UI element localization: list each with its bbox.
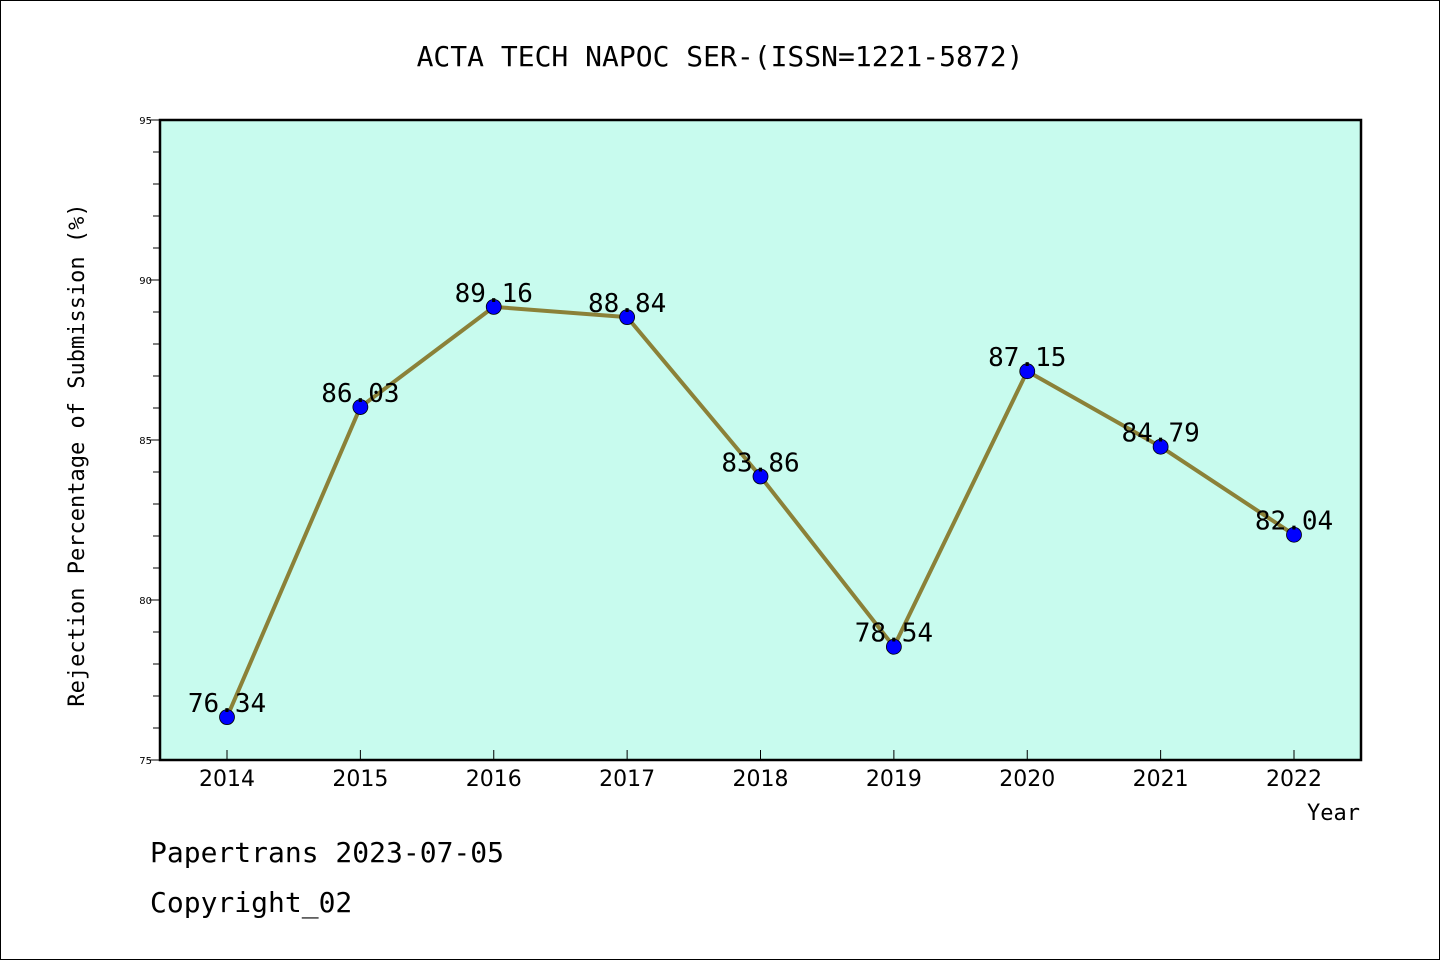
data-label: 86.03 (321, 379, 399, 409)
data-label: 88.84 (588, 289, 666, 319)
series-line-segment (1158, 444, 1296, 537)
data-label: 87.15 (988, 343, 1066, 373)
chart-title: ACTA TECH NAPOC SER-(ISSN=1221-5872) (417, 40, 1024, 73)
footer-copyright-line: Copyright_02 (150, 886, 353, 919)
x-tick-label: 2014 (199, 767, 255, 792)
data-label: 89.16 (455, 279, 533, 309)
data-point (1152, 438, 1169, 455)
series-line-segment (758, 474, 896, 649)
y-tick-label: 90 (139, 276, 152, 287)
data-label: 76.34 (188, 689, 266, 719)
series-line-group (225, 304, 1296, 720)
data-point (485, 298, 502, 315)
y-tick-label: 75 (139, 756, 152, 767)
data-point (352, 399, 369, 415)
y-axis-label: Rejection Percentage of Submission (%) (65, 203, 90, 706)
data-labels: 76.34 86.03 89.16 88.84 83.86 78.54 87.15 84.79… (188, 279, 1333, 719)
x-axis-ticks: 2014 2015 2016 2017 2018 2019 2020 2021 2022 (199, 750, 1322, 792)
x-tick-label: 2022 (1266, 767, 1322, 792)
y-tick-label: 95 (139, 116, 152, 127)
x-tick-label: 2017 (599, 767, 655, 792)
data-point (219, 709, 235, 726)
series-line-segment (625, 315, 763, 479)
data-label: 83.86 (721, 448, 799, 478)
series-line-segment (1025, 369, 1163, 449)
data-label: 78.54 (855, 619, 933, 649)
series-line-segment (491, 304, 630, 320)
x-axis-label: Year (1307, 801, 1360, 826)
series-line-segment (891, 369, 1030, 649)
x-tick-label: 2016 (466, 767, 522, 792)
data-points (219, 298, 1302, 726)
data-point (1286, 526, 1302, 543)
data-label: 82.04 (1255, 507, 1333, 537)
footer-date-line: Papertrans 2023-07-05 (150, 836, 505, 869)
data-point (1019, 363, 1036, 380)
data-label: 84.79 (1121, 419, 1199, 449)
y-axis-ticks: 75 80 85 90 95 (139, 116, 160, 767)
x-tick-label: 2019 (866, 767, 922, 792)
series-line-segment (358, 304, 496, 410)
x-tick-label: 2018 (733, 767, 789, 792)
data-point (619, 309, 636, 326)
data-point (885, 638, 902, 655)
data-point (752, 468, 769, 485)
x-tick-label: 2015 (332, 767, 388, 792)
series-line-segment (225, 405, 363, 720)
x-tick-label: 2021 (1133, 767, 1189, 792)
y-tick-label: 80 (139, 596, 152, 607)
y-tick-label: 85 (139, 436, 152, 447)
x-tick-label: 2020 (999, 767, 1055, 792)
